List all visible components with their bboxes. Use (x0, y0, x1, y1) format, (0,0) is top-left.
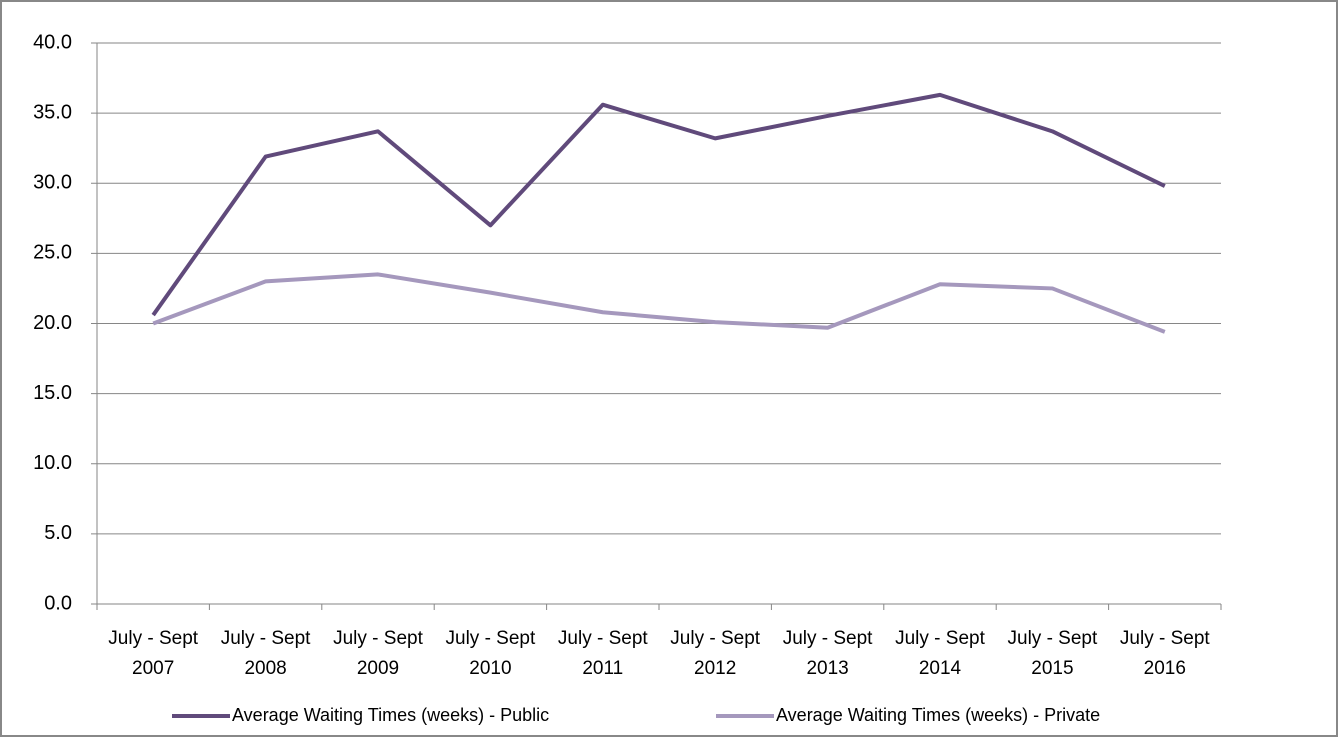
x-tick-label: July - Sept 2016 (1119, 628, 1210, 679)
x-tick-label: July - Sept 2014 (895, 628, 985, 679)
y-tick-label: 10.0 (33, 452, 72, 474)
y-tick-label: 25.0 (33, 242, 72, 264)
y-tick-label: 35.0 (33, 101, 72, 123)
data-line (152, 272, 1166, 334)
x-tick-label: July - Sept 2007 (108, 628, 199, 679)
legend-label: Average Waiting Times (weeks) - Private (776, 705, 1101, 725)
y-tick-label: 30.0 (33, 172, 72, 194)
x-tick-label: July - Sept 2012 (670, 628, 761, 679)
y-tick-label: 5.0 (44, 522, 72, 544)
y-tick-label: 20.0 (33, 312, 72, 334)
y-tick-label: 40.0 (33, 31, 72, 53)
x-tick-label: July - Sept 2009 (333, 628, 423, 679)
data-line (151, 92, 1166, 317)
x-tick-label: July - Sept 2013 (782, 628, 873, 679)
x-tick-label: July - Sept 2008 (220, 628, 311, 679)
legend-label: Average Waiting Times (weeks) - Public (232, 705, 550, 725)
y-tick-label: 0.0 (44, 592, 72, 614)
x-tick-label: July - Sept 2015 (1007, 628, 1098, 679)
x-tick-label: July - Sept 2010 (445, 628, 536, 679)
y-tick-label: 15.0 (33, 382, 72, 404)
x-tick-label: July - Sept 2011 (557, 628, 648, 679)
